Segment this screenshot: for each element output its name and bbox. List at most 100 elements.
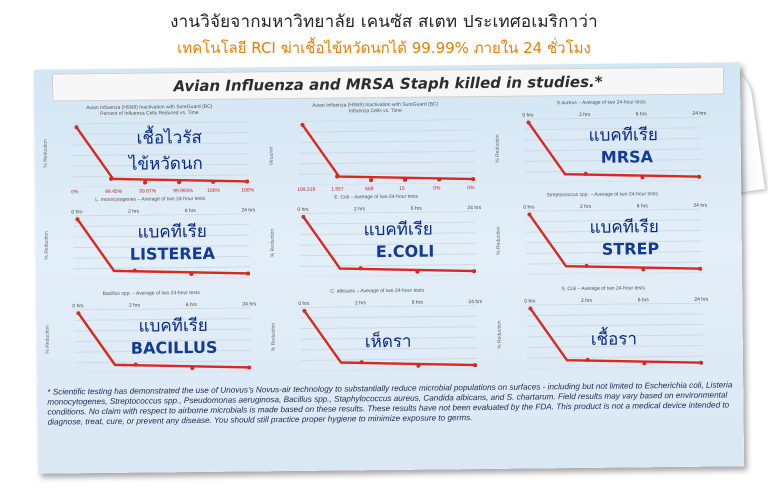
data-point [585, 357, 590, 362]
reduction-curve [302, 308, 478, 368]
tick-label: 6 hrs [410, 205, 422, 212]
study-chart: S.aureus – Average of two 24-hour tests%… [494, 99, 707, 197]
y-axis-label: % Reduction [496, 320, 503, 349]
reduction-curve [76, 311, 252, 371]
data-point [698, 266, 703, 271]
tick-label: 24 hrs [242, 301, 257, 308]
series-line [76, 218, 251, 275]
chart-plot-area [74, 307, 252, 374]
tick-label: 0 hrs [298, 300, 310, 307]
data-point [415, 269, 420, 274]
chart-plot-area [525, 208, 703, 275]
study-chart: S. Coli – Average of two 24-hour tests % … [496, 285, 709, 383]
series-line [302, 216, 477, 273]
study-chart: Streptococcus spp. – Average of two 24-h… [495, 191, 708, 289]
data-point [177, 180, 182, 185]
tick-label: 1,557 [331, 186, 344, 193]
tick-label: 2 hrs [354, 206, 366, 213]
tick-label: 0 hrs [523, 204, 535, 211]
reduction-curve [75, 217, 251, 277]
chart-title: Avian Influenza (H5N9) Inactivation with… [86, 103, 213, 118]
chart-plot-area [524, 116, 702, 183]
data-point [247, 365, 252, 370]
tick-label: 2 hrs [128, 208, 140, 215]
data-point [526, 120, 531, 125]
data-point [471, 177, 476, 182]
data-point [133, 362, 138, 367]
study-chart: E. Coli – Average of two 24-hour tests % … [269, 193, 482, 291]
data-point [583, 171, 588, 176]
tick-label: 2 hrs [579, 203, 592, 210]
study-chart: C. albicans – Average of two 24-hour tes… [270, 287, 483, 385]
tick-label: 6 hrs [411, 299, 423, 306]
data-point [527, 212, 532, 217]
series-line [303, 310, 478, 367]
reduction-curve [300, 122, 476, 183]
data-point [189, 272, 194, 277]
organism-label: MRSA [600, 147, 654, 167]
tick-label: 0 hrs [71, 209, 83, 216]
y-axis-label: % Reduction [270, 322, 277, 352]
tick-label: 24 hrs [241, 207, 256, 214]
reduction-curve [74, 125, 250, 185]
study-chart: Bacillus spp. – Average of two 24-hour t… [44, 289, 257, 387]
thai-overlay-label: แบคทีเรีย [363, 219, 433, 241]
data-point [302, 308, 307, 313]
data-point [76, 311, 81, 316]
chart-plot-area [298, 119, 476, 185]
tick-label: 24 hrs [692, 110, 707, 117]
chart-plot-area [526, 302, 704, 369]
chart-title: C. albicans – Average of two 24-hour tes… [330, 287, 425, 295]
y-axis-label: % Reduction [42, 139, 49, 168]
y-axis-label: % Reduction [495, 226, 502, 255]
data-point [109, 176, 114, 181]
y-axis-label: Virus/ml [268, 147, 275, 166]
tick-label: 2 hrs [580, 297, 593, 304]
tick-label: 24 hrs [693, 202, 708, 209]
chart-plot-area [299, 211, 477, 277]
data-point [359, 360, 364, 365]
tick-label: 100% [241, 187, 255, 194]
thai-overlay-label: แบคทีเรีย [588, 125, 658, 146]
organism-label: BACILLUS [130, 337, 218, 358]
data-point [472, 269, 477, 274]
series-line [301, 124, 476, 181]
reduction-curve [528, 306, 704, 366]
series-line [77, 312, 252, 369]
tick-label: 24 hrs [467, 205, 482, 212]
reduction-curve [527, 212, 703, 272]
chart-title: Avian Influenza (H5N9) Inactivation with… [312, 101, 439, 115]
data-point [528, 306, 533, 311]
tick-label: 0% [71, 189, 79, 196]
organism-label: STREP [601, 239, 660, 259]
data-point [699, 360, 704, 365]
y-axis-label: % Reduction [44, 325, 51, 354]
tick-label: 0 hrs [72, 303, 84, 310]
tick-label: 6 hrs [184, 208, 196, 215]
data-point [143, 180, 148, 185]
series-line [527, 121, 702, 178]
tick-label: 668 [365, 186, 374, 193]
study-chart: Avian Influenza (H5N9) Inactivation with… [42, 103, 255, 201]
data-point [641, 267, 646, 272]
data-point [369, 178, 374, 183]
y-axis-label: % Reduction [269, 228, 276, 258]
y-axis-label: % Reduction [494, 134, 501, 163]
tick-label: 0% [433, 185, 441, 192]
tick-label: 2 hrs [354, 300, 367, 307]
chart-plot-area [73, 213, 251, 280]
study-chart: Avian Influenza (H5N9) Inactivation with… [268, 101, 481, 199]
tick-label: 6 hrs [637, 297, 649, 304]
organism-label: LISTEREA [129, 243, 216, 264]
thai-overlay-label: แบคทีเรีย [589, 217, 659, 238]
data-point [437, 177, 442, 182]
chart-title: L. monocytogenes – Average of two 24-hou… [95, 195, 206, 204]
chart-title: Streptococcus spp. – Average of two 24-h… [546, 191, 659, 199]
data-point [211, 179, 216, 184]
tick-label: 15 [399, 185, 405, 192]
tick-label: 99.45% [105, 188, 123, 195]
chart-plot-area [72, 121, 250, 188]
organism-label: E.COLI [375, 241, 435, 262]
study-chart: L. monocytogenes – Average of two 24-hou… [44, 195, 256, 293]
tick-label: 199,318 [297, 186, 316, 193]
